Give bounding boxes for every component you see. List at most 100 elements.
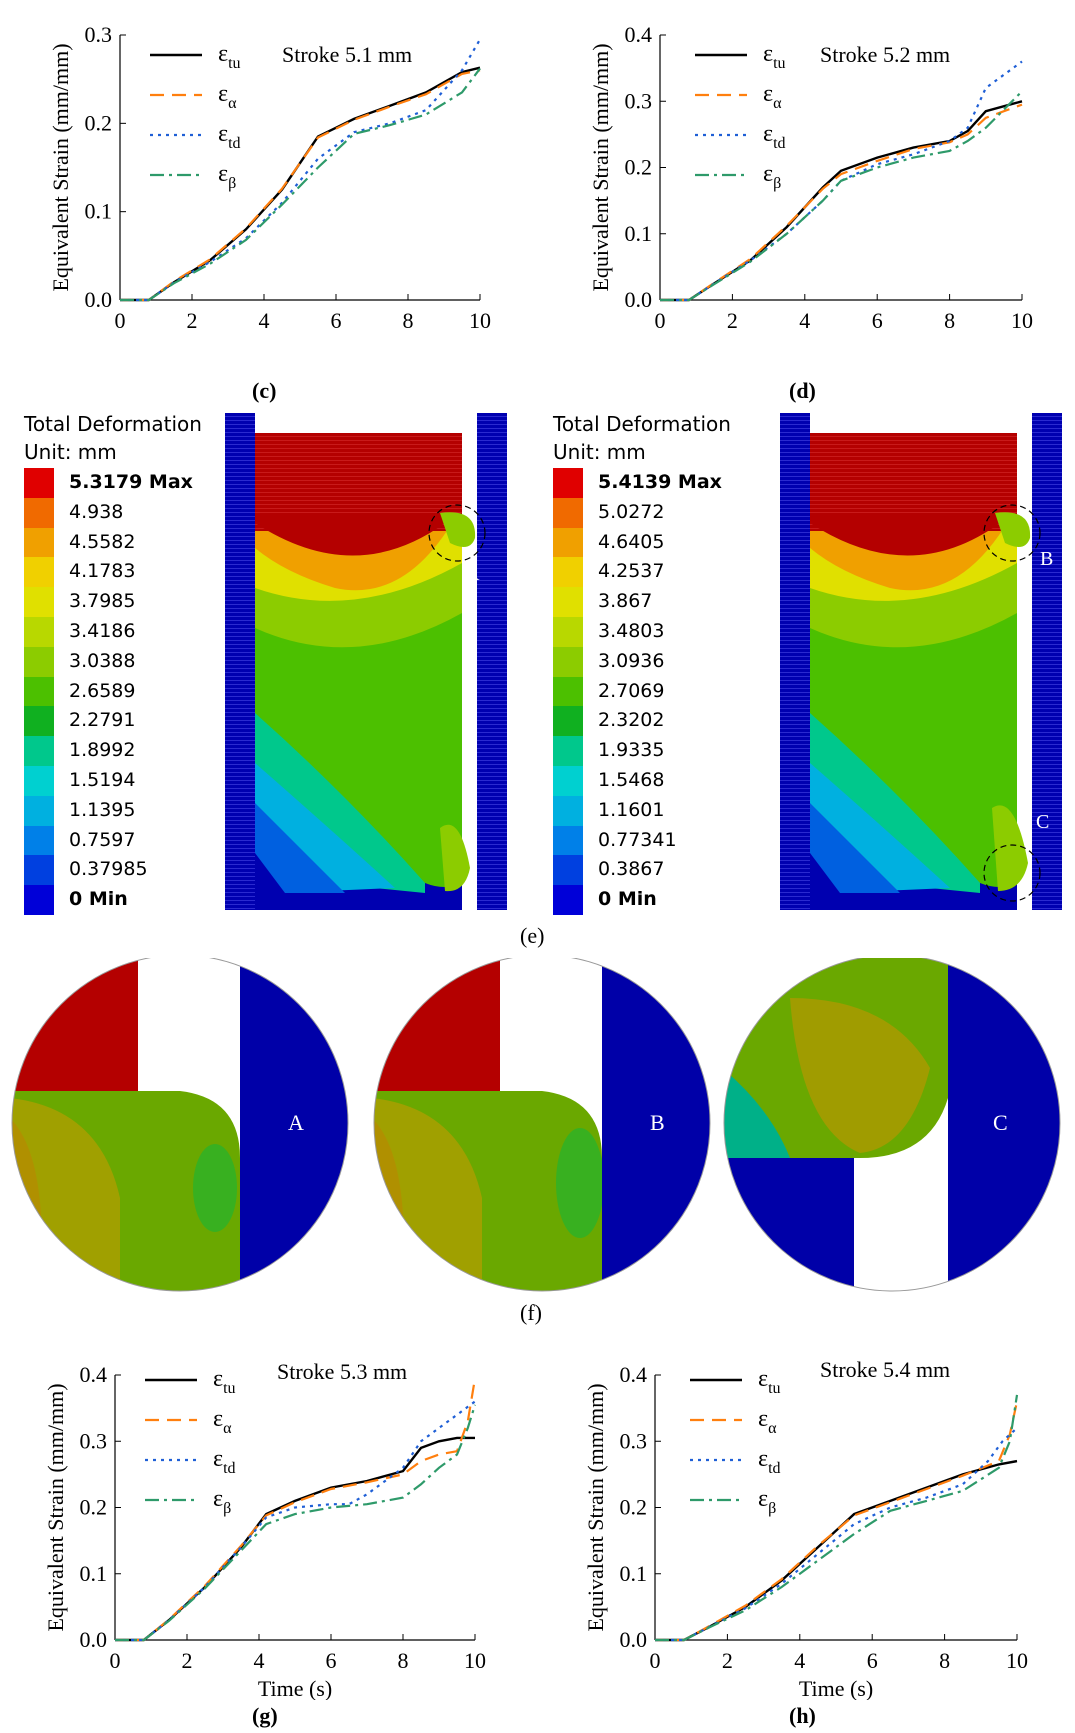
colorbar-label: 2.6589 bbox=[69, 679, 136, 702]
y-tick-label: 0.0 bbox=[625, 287, 653, 312]
colorbar-swatch bbox=[24, 676, 54, 707]
x-tick-label: 6 bbox=[872, 308, 883, 333]
contour-right-unit: Unit: mm bbox=[553, 440, 646, 464]
corner-blob-top bbox=[995, 512, 1031, 547]
caption-h: (h) bbox=[789, 1703, 816, 1728]
colorbar-label: 0.37985 bbox=[69, 858, 148, 881]
die-wall-right bbox=[477, 413, 507, 910]
colorbar-label: 3.4803 bbox=[598, 620, 665, 642]
x-tick-label: 2 bbox=[727, 308, 738, 333]
series-line-beta bbox=[115, 1404, 477, 1642]
colorbar-label: 0.3867 bbox=[598, 858, 665, 881]
x-tick-label: 4 bbox=[799, 308, 810, 333]
series-line-tu bbox=[115, 1436, 475, 1642]
colorbar-swatch bbox=[553, 646, 583, 677]
x-tick-label: 8 bbox=[398, 1648, 409, 1673]
colorbar-swatch bbox=[553, 795, 583, 826]
colorbar-label: 3.867 bbox=[598, 590, 653, 613]
contour-right-model: B C bbox=[780, 413, 1062, 910]
series-line-tu bbox=[660, 100, 1023, 302]
y-tick-label: 0.2 bbox=[625, 155, 653, 180]
caption-e: (e) bbox=[520, 923, 545, 948]
stroke-annotation: Stroke 5.3 mm bbox=[277, 1359, 407, 1384]
colorbar-swatch bbox=[553, 617, 583, 647]
colorbar-label: 1.5468 bbox=[598, 769, 665, 791]
y-tick-label: 0.0 bbox=[80, 1627, 108, 1652]
colorbar-swatch bbox=[553, 468, 583, 498]
y-tick-label: 0.1 bbox=[80, 1561, 108, 1586]
series-line-alpha bbox=[120, 69, 481, 302]
zoom-marker-b bbox=[983, 504, 1041, 562]
colorbar-swatch bbox=[24, 766, 54, 796]
zoom-label-a: A bbox=[465, 563, 480, 585]
zoom-label-c: C bbox=[1036, 811, 1049, 833]
colorbar-swatch bbox=[24, 587, 54, 617]
colorbar-label: 3.0388 bbox=[69, 649, 136, 672]
colorbar-label: 3.0936 bbox=[598, 649, 665, 672]
colorbar-label: 2.2791 bbox=[69, 709, 136, 732]
zone-cyan bbox=[810, 713, 980, 893]
legend-label-td: εtd bbox=[213, 1446, 236, 1477]
colorbar-swatch bbox=[24, 557, 54, 588]
x-tick-label: 4 bbox=[794, 1648, 805, 1673]
colorbar-label: 4.1783 bbox=[69, 560, 136, 583]
legend-label-td: εtd bbox=[763, 121, 786, 152]
colorbar-label: 1.1395 bbox=[69, 798, 136, 821]
legend-label-tu: εtu bbox=[218, 41, 241, 72]
x-axis-label: Time (s) bbox=[799, 1676, 873, 1700]
olive-region bbox=[790, 998, 930, 1153]
y-tick-label: 0.1 bbox=[85, 199, 113, 224]
colorbar-swatch bbox=[553, 825, 583, 856]
legend-label-alpha: εα bbox=[218, 81, 237, 112]
colorbar-label: 1.1601 bbox=[598, 798, 665, 821]
zoom-circle-b-label: B bbox=[650, 1110, 665, 1135]
y-tick-label: 0.4 bbox=[620, 1362, 648, 1387]
zone-red-bowl bbox=[255, 513, 462, 556]
legend-label-alpha: εα bbox=[763, 81, 782, 112]
colorbar-swatch bbox=[553, 527, 583, 558]
corner-blob-bottom bbox=[440, 824, 470, 892]
colorbar-label: 4.2537 bbox=[598, 560, 665, 583]
x-axis-label: Time (s) bbox=[263, 336, 337, 340]
chart-h: 0 2 4 6 8 10 0.0 0.1 0.2 0.3 0.4 Time (s) Equivalent… bbox=[583, 1357, 1028, 1700]
caption-c: (c) bbox=[252, 378, 277, 403]
colorbar-swatch bbox=[24, 617, 54, 647]
series-line-td bbox=[655, 1427, 1018, 1642]
corner-blob-bottom bbox=[992, 805, 1028, 891]
zone-blue bbox=[810, 803, 900, 893]
colorbar-label: 4.5582 bbox=[69, 530, 136, 553]
y-tick-label: 0.0 bbox=[85, 287, 113, 312]
x-tick-label: 0 bbox=[650, 1648, 661, 1673]
colorbar-swatch bbox=[553, 706, 583, 737]
zoom-circle-c-label: C bbox=[993, 1110, 1008, 1135]
colorbar-label: 5.0272 bbox=[598, 500, 665, 523]
colorbar-swatch bbox=[553, 766, 583, 796]
chart-d: 0 2 4 6 8 10 0.0 0.1 0.2 0.3 0.4 Time (s) Equivalent… bbox=[588, 22, 1033, 340]
y-axis-label: Equivalent Strain (mm/mm) bbox=[583, 1383, 608, 1631]
zoom-circle-a-label: A bbox=[288, 1110, 304, 1135]
contour-left-title: Total Deformation Unit: mm bbox=[24, 410, 202, 466]
colorbar-swatch bbox=[553, 855, 583, 886]
corner-blob-top bbox=[440, 512, 476, 547]
legend-label-alpha: εα bbox=[758, 1406, 777, 1437]
y-tick-label: 0.1 bbox=[625, 221, 653, 246]
colorbar-swatch bbox=[553, 885, 583, 915]
colorbar-label: 0.7597 bbox=[69, 828, 136, 851]
x-tick-label: 4 bbox=[254, 1648, 265, 1673]
x-tick-label: 2 bbox=[187, 308, 198, 333]
series-line-tu bbox=[655, 1459, 1018, 1642]
legend-label-td: εtd bbox=[758, 1446, 781, 1477]
x-tick-label: 10 bbox=[469, 308, 491, 333]
y-axis-label: Equivalent Strain (mm/mm) bbox=[43, 1383, 68, 1631]
series-line-tu bbox=[120, 66, 481, 302]
colorbar-swatch bbox=[24, 468, 54, 498]
chart-g: 0 2 4 6 8 10 0.0 0.1 0.2 0.3 0.4 Time (s) Equivalent… bbox=[43, 1359, 486, 1700]
y-tick-label: 0.3 bbox=[80, 1428, 108, 1453]
y-axis-label: Equivalent Strain (mm/mm) bbox=[588, 43, 613, 291]
colorbar-swatch bbox=[553, 557, 583, 588]
x-tick-label: 8 bbox=[939, 1648, 950, 1673]
legend-label-tu: εtu bbox=[758, 1366, 781, 1397]
colorbar-label: 0 Min bbox=[598, 888, 657, 911]
colorbar-swatch bbox=[24, 855, 54, 886]
y-tick-label: 0.4 bbox=[80, 1362, 108, 1387]
